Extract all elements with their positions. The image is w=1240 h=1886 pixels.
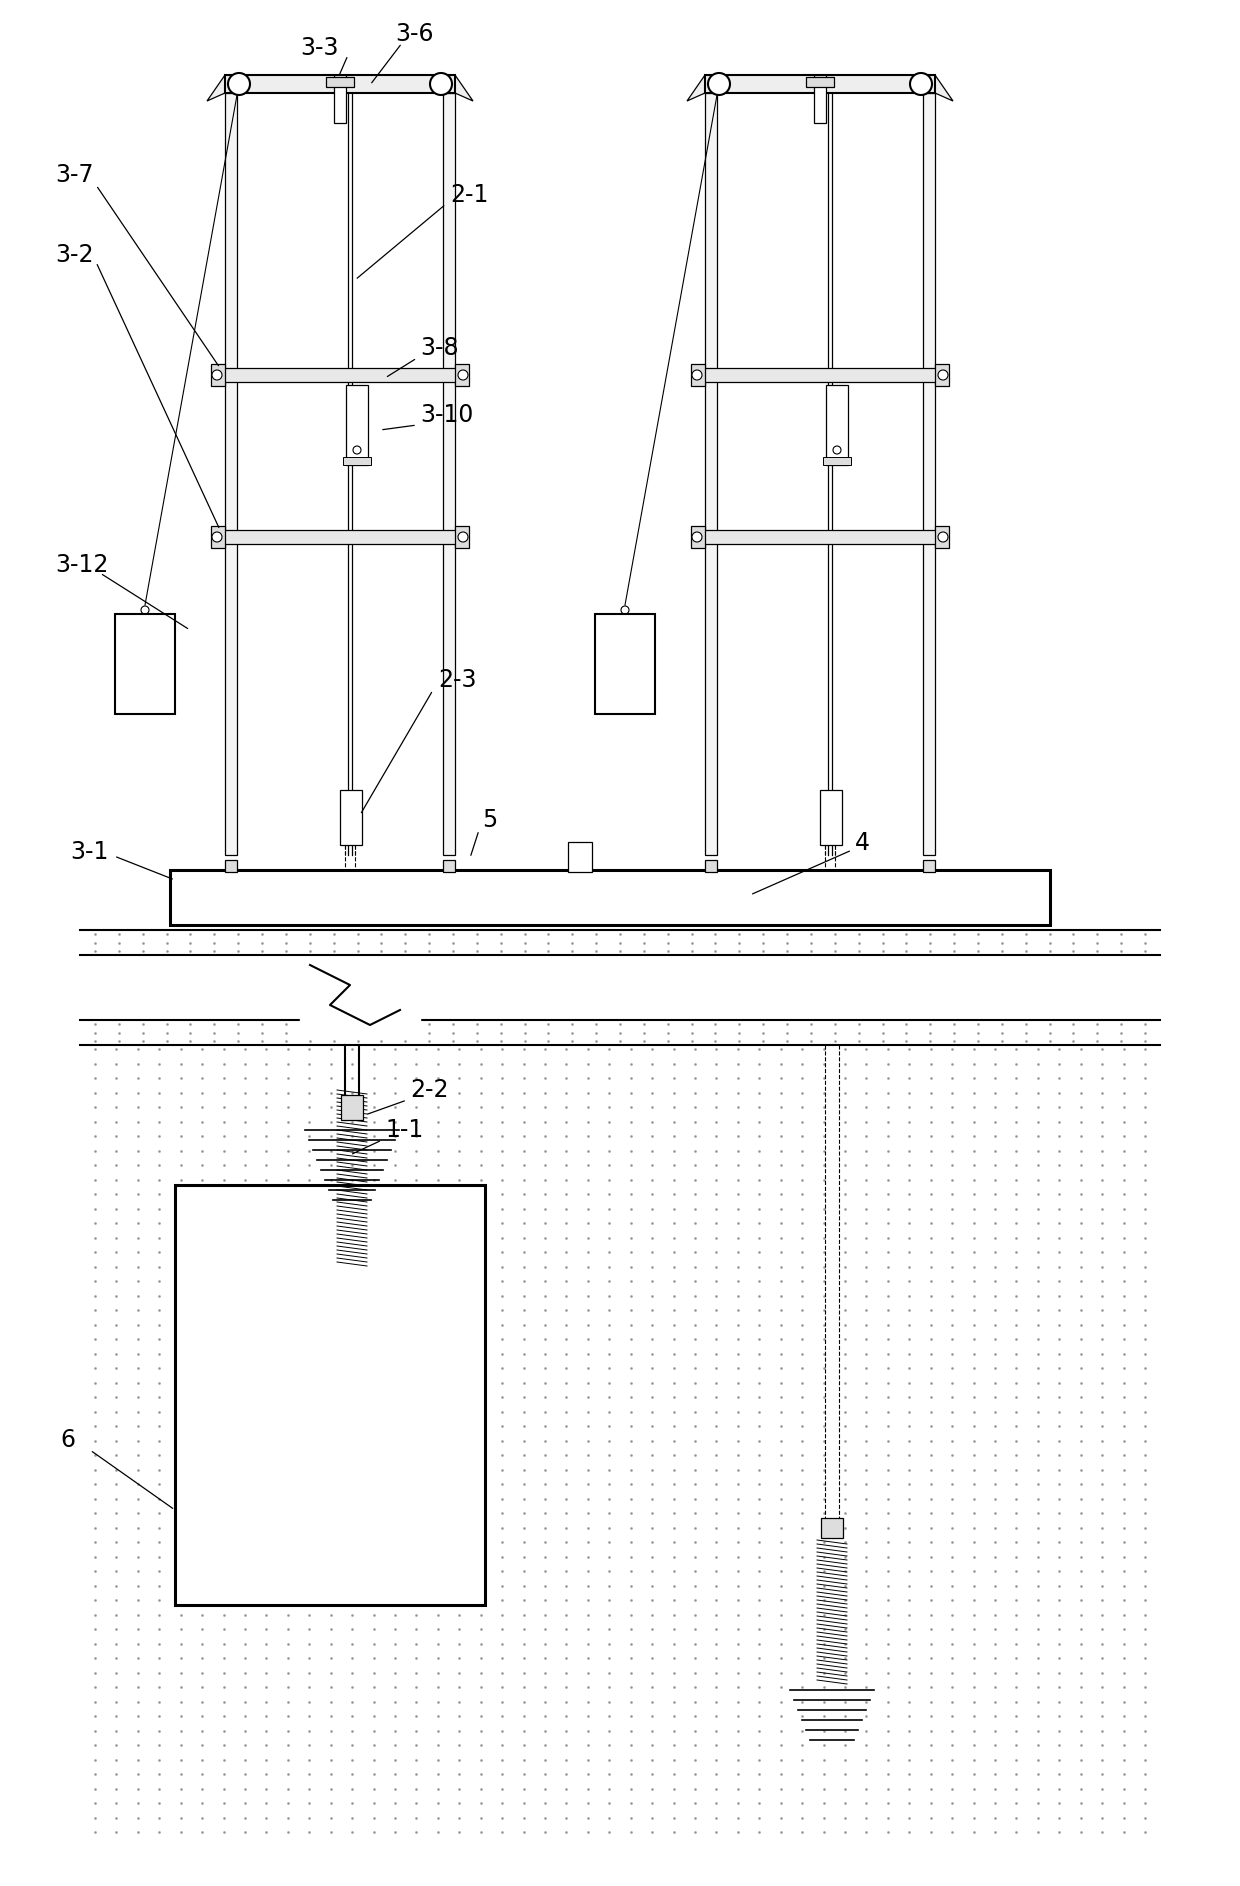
Bar [706, 92, 717, 854]
Circle shape [692, 532, 702, 541]
Text: 6: 6 [60, 1428, 74, 1452]
Circle shape [212, 370, 222, 379]
Text: 1-1: 1-1 [384, 1118, 423, 1143]
Bar [806, 77, 835, 87]
Circle shape [708, 74, 730, 94]
Bar [211, 364, 224, 387]
Bar [706, 75, 935, 92]
Bar [823, 456, 851, 466]
Circle shape [228, 74, 250, 94]
Text: 3-7: 3-7 [55, 162, 93, 187]
Bar [224, 75, 455, 92]
Circle shape [212, 532, 222, 541]
Bar [334, 75, 346, 123]
Bar [923, 860, 935, 871]
Text: 2-1: 2-1 [450, 183, 489, 207]
Bar [691, 526, 706, 549]
Bar [935, 364, 949, 387]
Polygon shape [687, 75, 706, 102]
Bar [821, 1518, 843, 1537]
Circle shape [833, 445, 841, 455]
Text: 5: 5 [482, 807, 497, 832]
Bar [935, 526, 949, 549]
Bar [224, 92, 237, 854]
Bar [326, 77, 353, 87]
Bar [217, 368, 463, 383]
Bar [224, 860, 237, 871]
Text: 2-3: 2-3 [438, 668, 476, 692]
Bar [455, 364, 469, 387]
Bar [820, 790, 842, 845]
Bar [443, 92, 455, 854]
Text: 3-8: 3-8 [420, 336, 459, 360]
Text: 3-6: 3-6 [396, 23, 434, 45]
Bar [341, 1096, 363, 1120]
Bar [813, 75, 826, 123]
Text: 3-3: 3-3 [300, 36, 339, 60]
Text: 3-1: 3-1 [69, 839, 108, 864]
Bar [691, 364, 706, 387]
Circle shape [937, 532, 949, 541]
Circle shape [458, 370, 467, 379]
Bar [175, 1184, 485, 1605]
Bar [170, 869, 1050, 924]
Bar [115, 615, 175, 715]
Text: 3-12: 3-12 [55, 553, 108, 577]
Bar [217, 530, 463, 543]
Polygon shape [935, 75, 954, 102]
Bar [706, 860, 717, 871]
Bar [595, 615, 655, 715]
Bar [343, 456, 371, 466]
Circle shape [458, 532, 467, 541]
Polygon shape [207, 75, 224, 102]
Bar [443, 860, 455, 871]
Bar [346, 385, 368, 466]
Circle shape [430, 74, 453, 94]
Circle shape [937, 370, 949, 379]
Text: 3-10: 3-10 [420, 404, 474, 426]
Bar [568, 841, 591, 871]
Circle shape [910, 74, 932, 94]
Circle shape [692, 370, 702, 379]
Text: 4: 4 [856, 832, 870, 854]
Bar [211, 526, 224, 549]
Circle shape [353, 445, 361, 455]
Text: 2-2: 2-2 [410, 1079, 449, 1101]
Bar [455, 526, 469, 549]
Bar [826, 385, 848, 466]
Polygon shape [455, 75, 472, 102]
Bar [697, 530, 942, 543]
Bar [923, 92, 935, 854]
Bar [697, 368, 942, 383]
Bar [340, 790, 362, 845]
Text: 3-2: 3-2 [55, 243, 93, 268]
Circle shape [621, 605, 629, 615]
Circle shape [141, 605, 149, 615]
